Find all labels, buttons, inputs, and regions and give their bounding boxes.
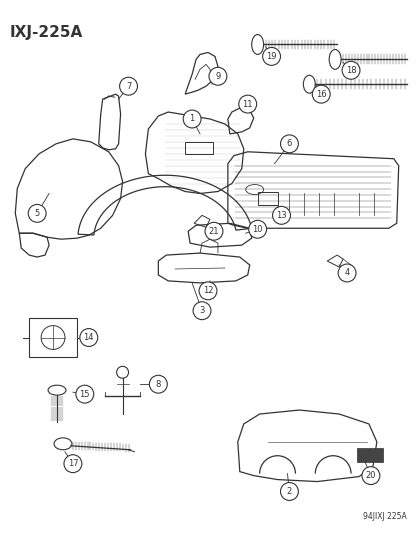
Circle shape <box>205 222 223 240</box>
Circle shape <box>193 302 211 320</box>
Text: 16: 16 <box>316 90 327 99</box>
Text: 10: 10 <box>253 225 263 234</box>
Circle shape <box>119 77 137 95</box>
Text: 3: 3 <box>199 306 205 315</box>
Text: 7: 7 <box>126 82 131 91</box>
Circle shape <box>80 328 98 346</box>
Circle shape <box>64 455 82 473</box>
Text: 19: 19 <box>266 52 277 61</box>
Text: 21: 21 <box>209 227 219 236</box>
Circle shape <box>338 264 356 282</box>
Circle shape <box>312 85 330 103</box>
Text: 1: 1 <box>189 115 195 124</box>
Circle shape <box>342 61 360 79</box>
Circle shape <box>249 220 267 238</box>
FancyBboxPatch shape <box>357 448 383 462</box>
Text: 20: 20 <box>366 471 376 480</box>
Text: 18: 18 <box>346 66 357 75</box>
Text: 5: 5 <box>35 209 40 218</box>
Text: 8: 8 <box>156 379 161 389</box>
Circle shape <box>149 375 167 393</box>
Text: 11: 11 <box>243 100 253 109</box>
Circle shape <box>262 47 280 66</box>
Circle shape <box>76 385 94 403</box>
Text: 15: 15 <box>79 390 90 399</box>
Circle shape <box>362 467 380 484</box>
Text: 9: 9 <box>215 72 220 81</box>
Circle shape <box>183 110 201 128</box>
Text: IXJ-225A: IXJ-225A <box>9 25 83 39</box>
Text: 13: 13 <box>276 211 287 220</box>
Circle shape <box>28 205 46 222</box>
Circle shape <box>199 282 217 300</box>
Text: 14: 14 <box>84 333 94 342</box>
Text: 12: 12 <box>203 286 213 295</box>
Text: 94JIXJ 225A: 94JIXJ 225A <box>363 512 407 521</box>
Circle shape <box>280 135 298 153</box>
Text: 17: 17 <box>67 459 78 468</box>
Circle shape <box>209 67 227 85</box>
Text: 6: 6 <box>287 139 292 148</box>
Text: 2: 2 <box>287 487 292 496</box>
Circle shape <box>239 95 257 113</box>
Text: 4: 4 <box>344 269 350 278</box>
Circle shape <box>280 482 298 500</box>
Circle shape <box>272 206 290 224</box>
